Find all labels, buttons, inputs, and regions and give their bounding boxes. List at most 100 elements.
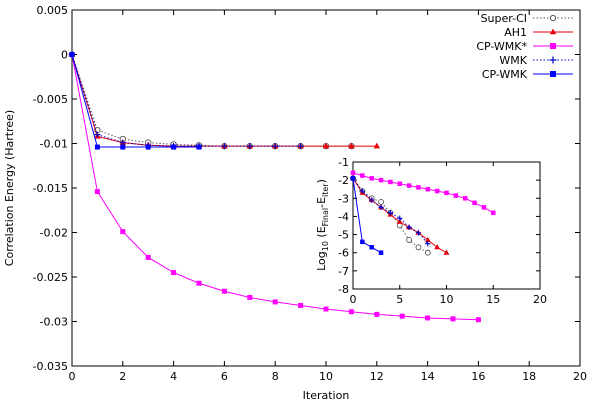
main-point-cp-wmk-star <box>348 309 354 315</box>
inset-point-cp-wmk-star <box>434 188 440 194</box>
inset-ylabel-mid: -E <box>315 197 328 208</box>
inset-ylabel-sub-final: Final <box>321 208 330 226</box>
main-point-cp-wmk-star <box>221 288 227 294</box>
inset-point-wmk <box>415 230 422 236</box>
main-y-tick-label: -0.005 <box>33 93 68 106</box>
inset-point-wmk <box>406 224 412 231</box>
main-y-tick-label: -0.025 <box>33 271 68 284</box>
inset-line-cp-wmk-star <box>352 172 494 214</box>
main-x-tick-label: 20 <box>573 370 587 383</box>
inset-point-wmk <box>369 197 375 203</box>
main-point-wmk <box>94 131 101 138</box>
inset-y-tick-label: -3 <box>338 192 349 205</box>
legend-label-cp-wmk: CP-WMK <box>482 68 528 81</box>
inset-ylabel-sub10: 10 <box>321 241 330 251</box>
inset-point-cp-wmk-star <box>406 183 412 188</box>
inset-plot: 0 5 10 15 20-1-2-3-4-5-6-7-8 Log10 (EFinal-E… <box>315 156 547 306</box>
inset-y-tick-label: -7 <box>338 265 349 278</box>
inset-point-wmk <box>397 215 403 221</box>
main-point-cp-wmk-star <box>272 299 278 305</box>
legend-label-wmk: WMK <box>499 54 527 67</box>
inset-ylabel-close: ) <box>315 179 328 183</box>
main-x-tick-label: 10 <box>319 370 333 383</box>
inset-point-cp-wmk-star <box>350 170 356 176</box>
main-y-tick-label: -0.015 <box>33 182 68 195</box>
inset-point-wmk <box>359 188 366 194</box>
main-point-cp-wmk <box>145 144 151 150</box>
inset-point-wmk <box>378 204 384 211</box>
inset-plot-background <box>353 162 540 289</box>
inset-point-cp-wmk-star <box>453 193 459 198</box>
inset-point-wmk <box>425 240 431 247</box>
legend-label-cp-wmk-star: CP-WMK* <box>476 40 527 53</box>
main-series-cp-wmk <box>69 52 202 150</box>
main-point-cp-wmk-star <box>145 254 151 260</box>
inset-point-cp-wmk <box>369 245 374 250</box>
inset-point-cp-wmk-star <box>416 185 421 190</box>
legend-entry-wmk: WMK <box>499 54 573 67</box>
inset-y-tick-label: -5 <box>338 229 349 242</box>
main-y-tick-label: -0.01 <box>40 138 68 151</box>
legend-marker-cp-wmk <box>550 71 556 77</box>
inset-point-wmk <box>387 210 394 216</box>
inset-point-ah1 <box>434 244 441 250</box>
inset-y-tick-label: -1 <box>338 156 349 169</box>
inset-point-cp-wmk-star <box>378 177 384 183</box>
inset-y-axis-label: Log10 (EFinal-Eiter) <box>315 179 330 271</box>
legend-label-super-ci: Super-CI <box>481 12 527 25</box>
legend: Super-CI AH1 CP-WMK* WMK CP-WMK <box>476 12 573 81</box>
main-plot: 0 2 4 6 8 10 12 14 16 18 20 0.005 0 -0.005 -0.01 -0.015… <box>3 4 587 402</box>
main-point-cp-wmk <box>196 144 202 150</box>
inset-point-cp-wmk-star <box>425 186 431 192</box>
inset-point-cp-wmk-star <box>491 210 496 216</box>
main-point-cp-wmk <box>120 144 126 150</box>
main-line-cp-wmk <box>71 54 199 148</box>
main-point-wmk <box>221 143 228 150</box>
legend-marker-cp-wmk-star <box>550 43 556 49</box>
main-point-cp-wmk-star <box>94 189 100 195</box>
main-x-tick-label: 0 <box>69 370 76 383</box>
inset-series-cp-wmk <box>350 176 384 255</box>
inset-point-ah1 <box>443 249 450 255</box>
main-point-ah1 <box>373 142 381 149</box>
main-point-ah1 <box>322 142 330 149</box>
main-x-tick-label: 8 <box>272 370 279 383</box>
legend-marker-ah1 <box>549 28 557 35</box>
inset-point-cp-wmk-star <box>397 181 402 187</box>
legend-label-ah1: AH1 <box>504 26 527 39</box>
main-point-cp-wmk-star <box>374 311 380 317</box>
inset-point-cp-wmk-star <box>462 196 468 201</box>
inset-y-tick-label: -2 <box>338 174 349 187</box>
legend-entry-ah1: AH1 <box>504 26 573 39</box>
inset-point-ah1 <box>396 218 403 224</box>
main-point-wmk <box>246 143 253 150</box>
main-point-cp-wmk-star <box>171 270 177 276</box>
main-y-tick-label: -0.03 <box>40 316 68 329</box>
main-y-tick-label: 0 <box>61 49 68 62</box>
main-x-axis-label: Iteration <box>303 389 350 402</box>
main-x-tick-label: 2 <box>119 370 126 383</box>
inset-point-cp-wmk-star <box>388 179 393 185</box>
main-x-tick-label: 4 <box>170 370 177 383</box>
inset-point-super-ci <box>415 244 422 251</box>
main-point-cp-wmk <box>69 52 75 57</box>
inset-x-tick-label: 10 <box>440 293 454 306</box>
legend-marker-wmk <box>549 56 557 64</box>
inset-x-tick-label: 15 <box>486 293 500 306</box>
legend-entry-super-ci: Super-CI <box>481 12 573 25</box>
main-point-cp-wmk-star <box>450 316 456 322</box>
main-x-tick-label: 6 <box>221 370 228 383</box>
inset-point-super-ci <box>406 237 413 243</box>
main-point-cp-wmk-star <box>475 317 481 323</box>
inset-point-cp-wmk-star <box>472 200 477 206</box>
legend-entry-cp-wmk: CP-WMK <box>482 68 573 81</box>
main-y-axis-label: Correlation Energy (Hartree) <box>3 110 16 266</box>
inset-point-cp-wmk-star <box>360 173 365 178</box>
inset-y-tick-label: -4 <box>338 210 349 223</box>
main-point-cp-wmk-star <box>120 229 126 235</box>
main-point-cp-wmk <box>171 144 177 150</box>
main-ticks: 0 2 4 6 8 10 12 14 16 18 20 0.005 0 -0.005 -0.01 -0.015… <box>33 4 587 383</box>
main-point-cp-wmk-star <box>399 313 405 319</box>
inset-y-tick-label: -8 <box>338 283 349 296</box>
